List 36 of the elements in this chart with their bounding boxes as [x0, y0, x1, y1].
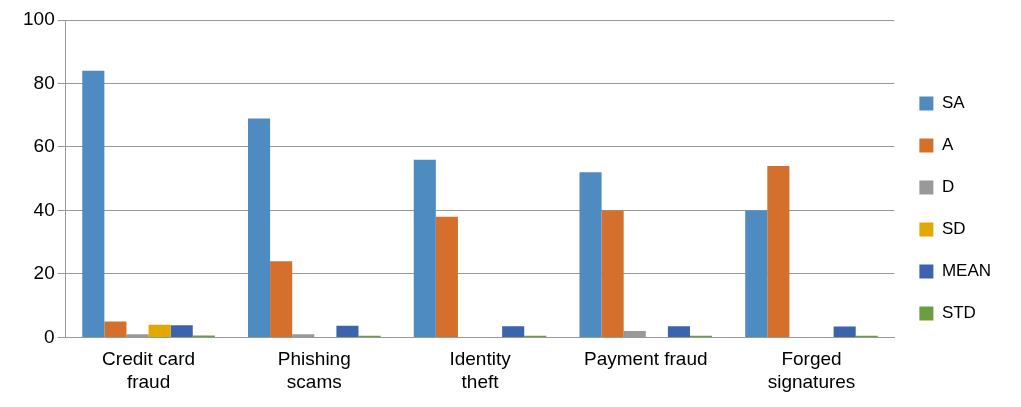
legend-label: SA — [941, 93, 966, 113]
legend-label: SD — [941, 219, 966, 239]
bar — [292, 334, 315, 337]
y-tick-label: 20 — [33, 262, 55, 284]
bar — [148, 324, 171, 337]
bar — [170, 325, 193, 337]
bar — [623, 331, 646, 337]
x-tick-label: Phishing scams — [277, 348, 351, 392]
y-tick-label: 40 — [33, 198, 55, 220]
bar — [126, 334, 149, 337]
bar — [104, 321, 127, 337]
x-tick-label: Identity theft — [449, 348, 512, 392]
legend-label: D — [941, 177, 955, 197]
bar — [601, 210, 624, 337]
y-tick-label: 80 — [33, 71, 55, 93]
legend-label: A — [941, 135, 954, 155]
bar — [336, 325, 359, 337]
x-tick-label: Credit card fraud — [102, 348, 196, 392]
bar — [502, 326, 525, 337]
legend-label: MEAN — [941, 261, 992, 281]
bar — [767, 166, 790, 337]
bar — [270, 261, 293, 337]
bar — [82, 70, 105, 337]
bar — [745, 210, 768, 337]
y-tick-label: 60 — [33, 135, 55, 157]
x-tick-label: Payment fraud — [583, 348, 708, 370]
bar — [413, 159, 436, 337]
legend-label: STD — [941, 303, 976, 323]
bar — [667, 326, 690, 337]
bar — [833, 326, 856, 337]
bar — [435, 216, 458, 337]
x-tick-label: Forged signatures — [767, 348, 856, 392]
y-tick-label: 100 — [23, 8, 55, 30]
bar — [579, 172, 602, 337]
bar — [248, 118, 271, 337]
y-tick-label: 0 — [44, 325, 55, 347]
